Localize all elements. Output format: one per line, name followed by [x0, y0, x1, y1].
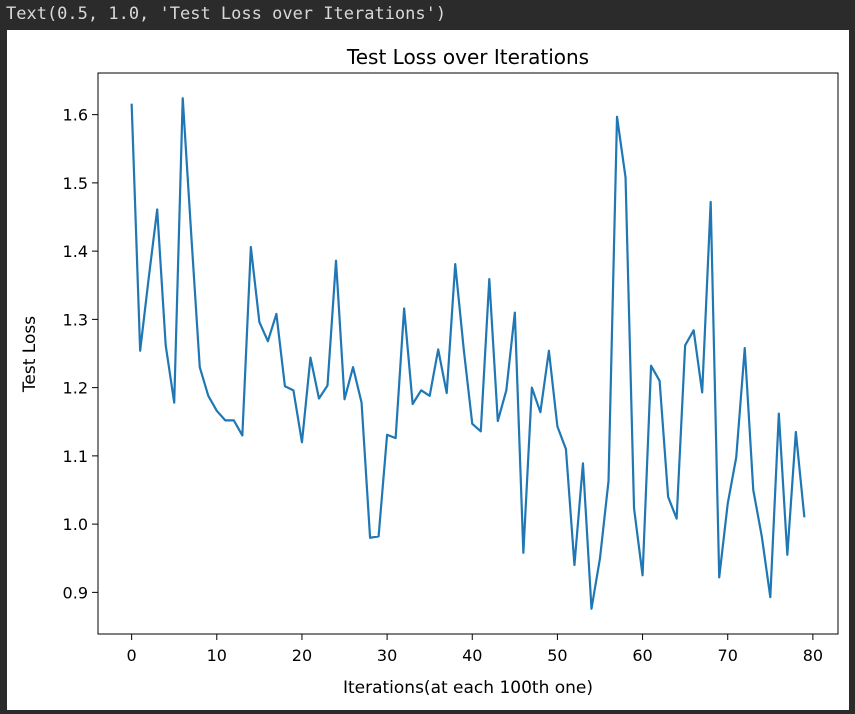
x-axis: 0 10 20 30 40 50 60 70 80	[127, 634, 823, 665]
x-tick-label: 30	[377, 646, 397, 665]
series-line	[130, 97, 806, 610]
y-tick-label: 1.5	[63, 174, 88, 193]
y-axis-label: Test Loss	[20, 316, 40, 393]
y-tick-label: 1.1	[63, 447, 88, 466]
plot-area	[97, 72, 839, 635]
x-tick-label: 20	[292, 646, 312, 665]
x-tick-label: 70	[718, 646, 738, 665]
x-tick-label: 10	[207, 646, 227, 665]
line-chart: Test Loss over Iterations 0 10 20 30 40 50 60 7…	[20, 45, 839, 698]
series-layer	[130, 97, 806, 610]
y-tick-label: 1.4	[63, 242, 88, 261]
x-tick-label: 80	[803, 646, 823, 665]
x-tick-label: 40	[462, 646, 482, 665]
x-tick-label: 50	[547, 646, 567, 665]
x-axis-label: Iterations(at each 100th one)	[343, 678, 593, 698]
y-tick-label: 1.6	[63, 106, 88, 125]
chart-title: Test Loss over Iterations	[346, 45, 589, 69]
y-axis: 0.9 1.0 1.1 1.2 1.3 1.4 1.5 1.6	[63, 106, 98, 602]
cell-output-text: Text(0.5, 1.0, 'Test Loss over Iteration…	[6, 4, 447, 24]
x-tick-label: 60	[632, 646, 652, 665]
y-tick-label: 0.9	[63, 583, 88, 602]
y-tick-label: 1.2	[63, 379, 88, 398]
y-tick-label: 1.0	[63, 515, 88, 534]
chart-figure: Test Loss over Iterations 0 10 20 30 40 50 60 7…	[7, 30, 849, 710]
y-tick-label: 1.3	[63, 310, 88, 329]
x-tick-label: 0	[127, 646, 137, 665]
